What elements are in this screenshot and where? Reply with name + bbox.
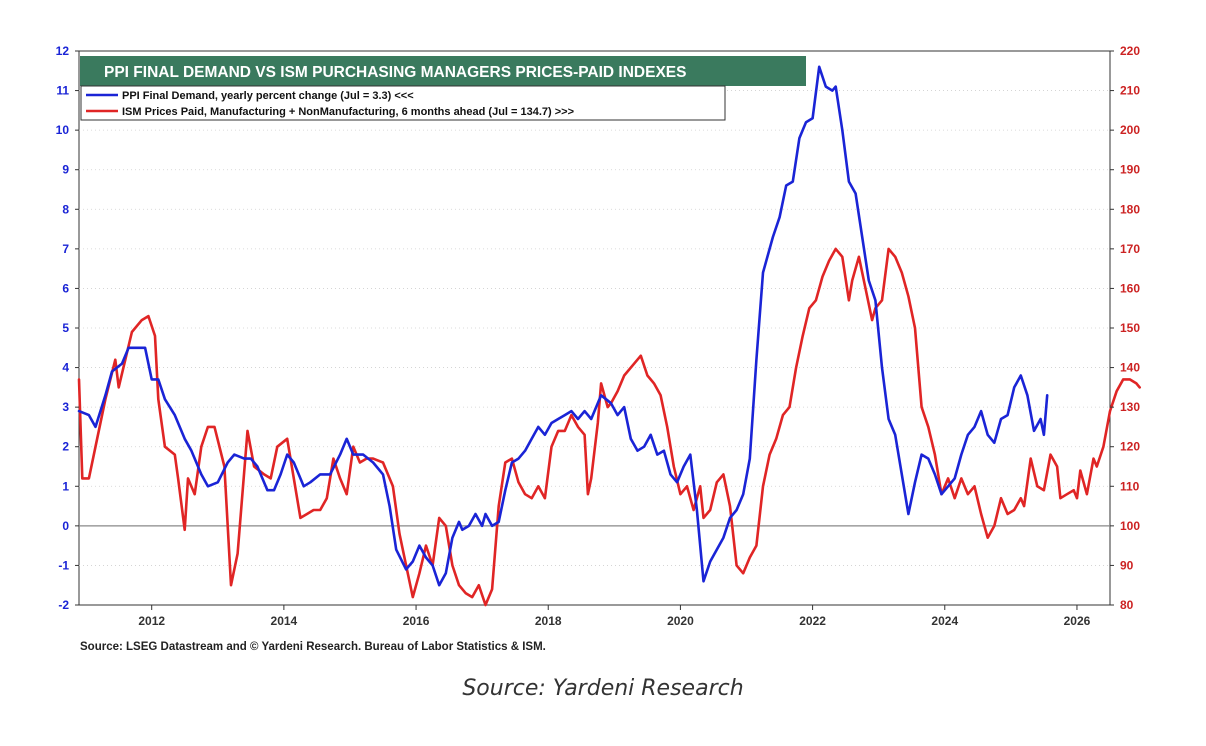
left-tick-label: 6 (62, 281, 69, 295)
left-tick-label: 5 (62, 321, 69, 335)
x-tick-label: 2016 (403, 614, 430, 628)
title-banner (80, 56, 806, 86)
right-tick-label: 150 (1120, 321, 1140, 335)
legend-box (80, 85, 726, 121)
left-tick-label: 11 (56, 84, 69, 98)
x-tick-label: 2014 (271, 614, 298, 628)
left-tick-label: 1 (62, 479, 69, 493)
series-lines (77, 65, 1141, 607)
x-tick-label: 2018 (535, 614, 562, 628)
series-line-ppi (77, 65, 1049, 587)
right-tick-label: 80 (1120, 598, 1134, 612)
legend-label-ism: ISM Prices Paid, Manufacturing + NonManu… (122, 106, 574, 118)
series-line-ism (77, 247, 1141, 607)
right-tick-label: 100 (1120, 519, 1140, 533)
right-axis-ticks: 80 90 100 110 120 130 140 150 160 170 180 190 200 210… (1110, 44, 1140, 612)
right-tick-label: 120 (1120, 440, 1140, 454)
x-axis-ticks: 2012 2014 2016 2018 2020 2022 2024 2026 (138, 605, 1091, 628)
left-tick-label: 8 (62, 202, 69, 216)
left-tick-label: 4 (62, 361, 69, 375)
right-tick-label: 160 (1120, 281, 1140, 295)
left-tick-label: -1 (58, 558, 69, 572)
right-tick-label: 180 (1120, 202, 1140, 216)
left-tick-label: 9 (62, 163, 69, 177)
right-tick-label: 200 (1120, 123, 1140, 137)
x-tick-label: 2012 (138, 614, 165, 628)
right-tick-label: 210 (1120, 84, 1140, 98)
figure-caption: Source: Yardeni Research (462, 676, 744, 701)
x-tick-label: 2024 (931, 614, 958, 628)
left-tick-label: -2 (58, 598, 69, 612)
source-note: Source: LSEG Datastream and © Yardeni Re… (80, 641, 546, 653)
right-tick-label: 90 (1120, 558, 1134, 572)
chart-title: PPI FINAL DEMAND VS ISM PURCHASING MANAG… (104, 64, 686, 81)
right-tick-label: 190 (1120, 163, 1140, 177)
right-tick-label: 220 (1120, 44, 1140, 58)
x-tick-label: 2020 (667, 614, 694, 628)
plot-area (78, 50, 1111, 606)
left-tick-label: 3 (62, 400, 69, 414)
left-tick-label: 7 (62, 242, 69, 256)
right-tick-label: 130 (1120, 400, 1140, 414)
left-tick-label: 10 (56, 123, 70, 137)
legend-label-ppi: PPI Final Demand, yearly percent change … (122, 90, 414, 102)
left-tick-label: 0 (62, 519, 69, 533)
left-tick-label: 2 (62, 440, 69, 454)
right-tick-label: 110 (1120, 479, 1140, 493)
right-tick-label: 140 (1120, 361, 1140, 375)
x-tick-label: 2022 (799, 614, 826, 628)
right-tick-label: 170 (1120, 242, 1140, 256)
x-tick-label: 2026 (1064, 614, 1091, 628)
left-tick-label: 12 (56, 44, 70, 58)
